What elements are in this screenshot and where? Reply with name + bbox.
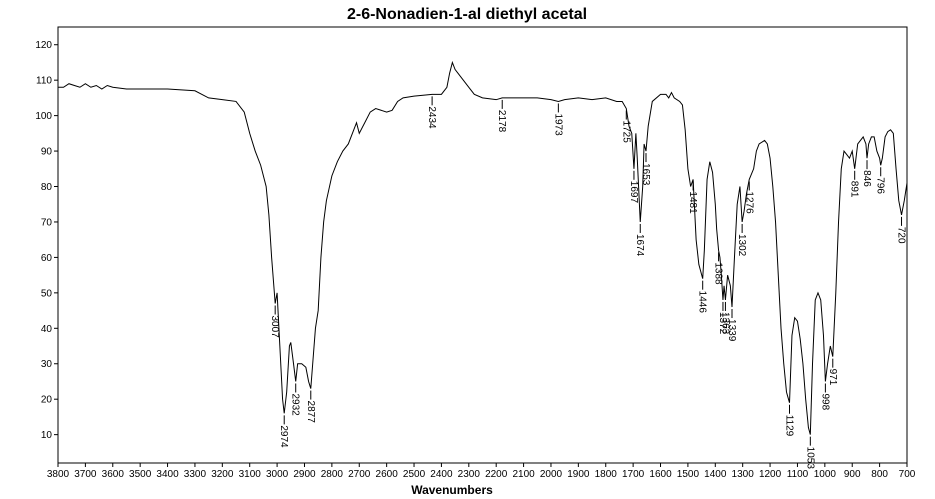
- x-tick-label: 1400: [704, 469, 727, 480]
- peak-label: 1973: [552, 113, 563, 136]
- peak-label: 1053: [804, 447, 815, 470]
- x-tick-label: 3700: [74, 469, 97, 480]
- peak-label: 1446: [697, 291, 708, 314]
- x-tick-label: 3600: [102, 469, 125, 480]
- y-tick-label: 40: [41, 324, 53, 335]
- x-tick-label: 3100: [239, 469, 262, 480]
- peak-label: 2877: [305, 401, 316, 424]
- x-tick-label: 1100: [787, 469, 809, 480]
- peak-label: 1697: [628, 181, 639, 204]
- x-tick-label: 1200: [759, 469, 782, 480]
- peak-label: 1388: [713, 262, 724, 285]
- peak-label: 2974: [278, 425, 289, 448]
- peak-label: 2932: [290, 393, 301, 416]
- x-tick-label: 3200: [211, 469, 234, 480]
- x-tick-label: 2400: [430, 469, 453, 480]
- x-tick-label: 2600: [376, 469, 399, 480]
- y-tick-label: 10: [41, 430, 53, 441]
- y-tick-label: 30: [41, 359, 53, 370]
- x-axis-label: Wavenumbers: [411, 483, 493, 497]
- x-tick-label: 2500: [403, 469, 426, 480]
- x-tick-label: 700: [899, 469, 916, 480]
- peak-label: 998: [819, 393, 830, 410]
- x-tick-label: 2300: [458, 469, 481, 480]
- y-tick-label: 20: [41, 395, 53, 406]
- x-tick-label: 1600: [649, 469, 672, 480]
- peak-label: 1653: [640, 163, 651, 186]
- peak-label: 1339: [726, 319, 737, 342]
- x-tick-label: 3800: [47, 469, 70, 480]
- x-tick-label: 1500: [677, 469, 700, 480]
- peak-label: 1302: [736, 234, 747, 257]
- peak-label: 2178: [496, 110, 507, 133]
- peak-label: 720: [896, 227, 907, 244]
- x-tick-label: 800: [871, 469, 888, 480]
- x-tick-label: 2200: [485, 469, 508, 480]
- peak-label: 1372: [717, 312, 728, 335]
- y-tick-label: 100: [35, 111, 52, 122]
- x-tick-label: 3400: [156, 469, 179, 480]
- y-tick-label: 90: [41, 147, 53, 158]
- y-tick-label: 50: [41, 288, 53, 299]
- x-tick-label: 3500: [129, 469, 152, 480]
- x-tick-label: 2100: [512, 469, 535, 480]
- x-tick-label: 1800: [595, 469, 618, 480]
- x-tick-label: 3000: [266, 469, 289, 480]
- x-tick-label: 2000: [540, 469, 563, 480]
- y-tick-label: 110: [36, 76, 52, 87]
- peak-label: 2434: [426, 106, 437, 129]
- x-tick-label: 1900: [567, 469, 590, 480]
- peak-label: 1276: [743, 191, 754, 214]
- peak-label: 846: [861, 170, 872, 187]
- peak-label: 1725: [620, 121, 631, 144]
- y-tick-label: 80: [41, 182, 53, 193]
- chart-title: 2-6-Nonadien-1-al diethyl acetal: [347, 6, 587, 23]
- x-tick-label: 2700: [348, 469, 371, 480]
- peak-label: 1674: [634, 234, 645, 257]
- plot-frame: [57, 26, 908, 464]
- y-tick-label: 120: [35, 40, 52, 51]
- x-tick-label: 1700: [622, 469, 645, 480]
- x-tick-label: 1000: [814, 469, 837, 480]
- y-tick-label: 60: [41, 253, 53, 264]
- x-tick-label: 2800: [321, 469, 344, 480]
- peak-label: 1363: [719, 312, 730, 335]
- spectrum-line: [58, 60, 908, 435]
- peak-label: 1481: [687, 191, 698, 214]
- x-tick-label: 2900: [293, 469, 316, 480]
- y-tick-label: 70: [41, 217, 53, 228]
- peak-label: 796: [875, 177, 886, 194]
- x-tick-label: 900: [844, 469, 861, 480]
- x-tick-label: 1300: [732, 469, 755, 480]
- peak-label: 891: [849, 181, 860, 198]
- x-tick-label: 3300: [184, 469, 207, 480]
- peak-label: 3007: [269, 315, 280, 338]
- peak-label: 971: [827, 369, 838, 386]
- peak-label: 1129: [784, 415, 795, 437]
